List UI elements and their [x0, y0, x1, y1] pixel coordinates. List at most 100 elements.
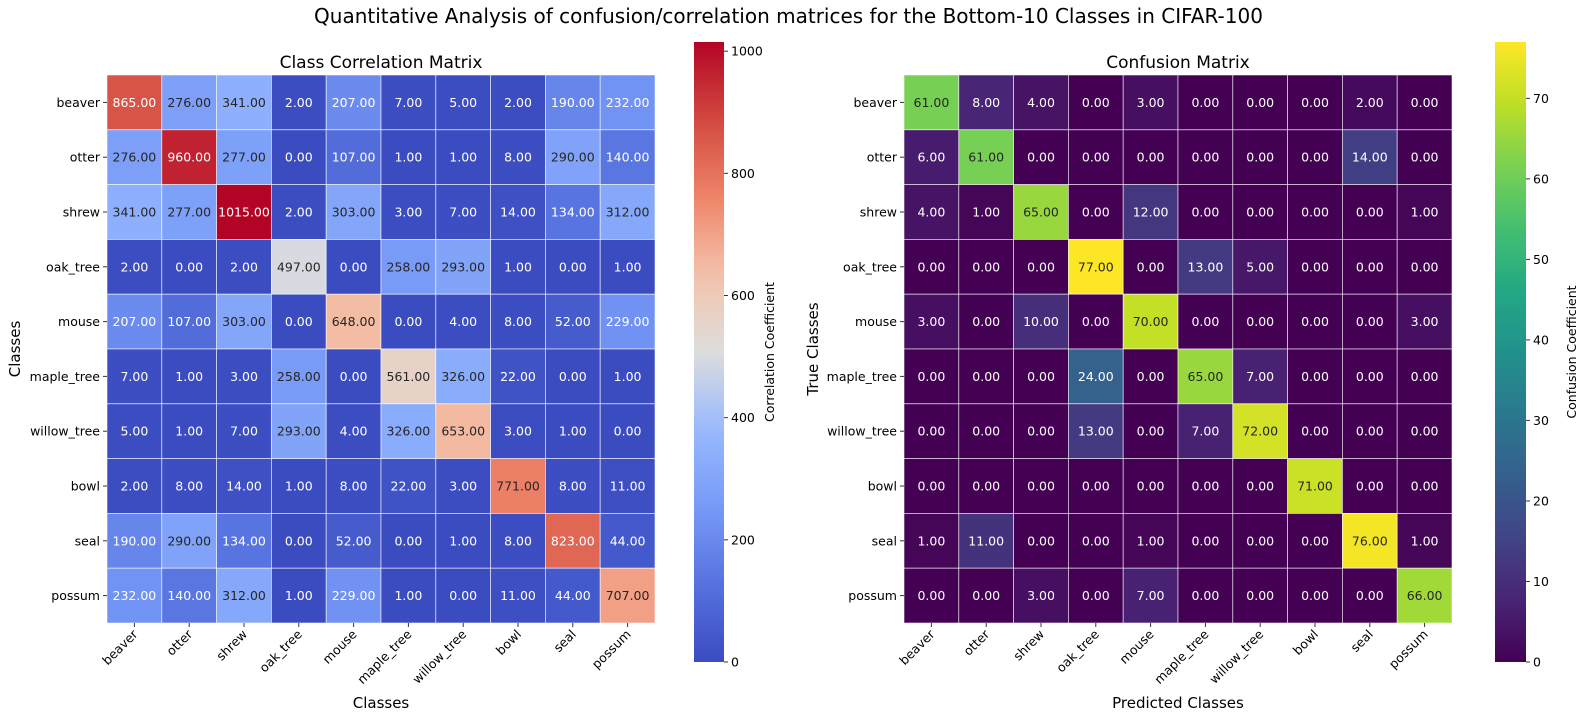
corr-cell-r7-c8	[545, 458, 601, 514]
conf-xtick-label: maple_tree	[1151, 626, 1212, 687]
corr-cell-r0-c6	[435, 74, 491, 131]
conf-cell-label-r2-c2: 65.00	[1023, 205, 1059, 220]
corr-cell-r3-c9	[599, 238, 656, 295]
corr-cell-r4-c4	[325, 293, 382, 350]
corr-cell-label-r0-c9: 232.00	[606, 95, 650, 110]
corr-cell-r6-c3	[270, 403, 327, 459]
conf-cell-label-r6-c8: 0.00	[1356, 424, 1384, 439]
conf-colorbar-tick-label: 20	[1533, 493, 1549, 508]
corr-cell-r1-c2	[216, 129, 272, 186]
corr-cell-label-r4-c1: 107.00	[167, 314, 211, 329]
corr-ytick-label: shrew	[63, 205, 100, 220]
corr-cell-label-r3-c6: 293.00	[441, 259, 485, 274]
conf-cell-label-r0-c1: 8.00	[972, 95, 1000, 110]
corr-cell-r9-c9	[599, 567, 656, 624]
corr-cell-r8-c4	[325, 513, 382, 569]
conf-ytick-label: maple_tree	[827, 369, 898, 384]
corr-xtick-label: willow_tree	[409, 626, 469, 686]
conf-cell-label-r8-c5: 0.00	[1191, 533, 1219, 548]
conf-cell-r8-c2	[1013, 513, 1069, 569]
corr-cell-label-r0-c4: 207.00	[332, 95, 376, 110]
conf-xtick-label: otter	[960, 626, 993, 659]
conf-cell-r9-c5	[1177, 567, 1234, 624]
corr-colorbar-tick-label: 200	[731, 532, 755, 547]
conf-cell-label-r1-c0: 6.00	[917, 150, 945, 165]
conf-cell-label-r0-c3: 0.00	[1082, 95, 1110, 110]
conf-cell-label-r9-c6: 0.00	[1246, 588, 1274, 603]
corr-cell-label-r5-c1: 1.00	[175, 369, 203, 384]
conf-cell-r4-c6	[1232, 293, 1289, 350]
conf-cell-label-r8-c3: 0.00	[1082, 533, 1110, 548]
conf-cell-label-r0-c2: 4.00	[1027, 95, 1055, 110]
corr-cell-label-r8-c8: 823.00	[551, 533, 595, 548]
conf-cell-label-r3-c5: 13.00	[1188, 259, 1224, 274]
conf-cell-r7-c2	[1013, 458, 1069, 514]
conf-colorbar	[1495, 42, 1526, 662]
conf-cell-r2-c6	[1232, 184, 1289, 240]
corr-cell-label-r3-c0: 2.00	[120, 259, 148, 274]
corr-ytick-label: mouse	[58, 314, 100, 329]
conf-cell-r8-c7	[1287, 513, 1343, 569]
conf-cell-label-r8-c1: 11.00	[968, 533, 1004, 548]
corr-cell-label-r6-c9: 0.00	[614, 424, 642, 439]
corr-cell-label-r3-c3: 497.00	[277, 259, 321, 274]
corr-cell-label-r9-c1: 140.00	[167, 588, 211, 603]
corr-cell-label-r4-c6: 4.00	[449, 314, 477, 329]
corr-cell-label-r3-c1: 0.00	[175, 259, 203, 274]
corr-cell-r0-c9	[599, 74, 656, 131]
conf-xtick-label: beaver	[896, 626, 938, 668]
corr-xtick-label: maple_tree	[354, 626, 415, 687]
corr-cell-label-r2-c8: 134.00	[551, 205, 595, 220]
conf-ylabel: True Classes	[804, 302, 822, 396]
conf-cell-label-r2-c0: 4.00	[917, 205, 945, 220]
corr-cell-label-r0-c3: 2.00	[285, 95, 313, 110]
conf-cell-label-r1-c5: 0.00	[1191, 150, 1219, 165]
corr-cell-r9-c5	[380, 567, 437, 624]
corr-cell-r8-c5	[380, 513, 437, 569]
conf-cell-label-r4-c4: 70.00	[1133, 314, 1169, 329]
corr-cell-label-r6-c5: 326.00	[387, 424, 431, 439]
conf-cell-r1-c4	[1122, 129, 1179, 186]
conf-cell-r8-c8	[1342, 513, 1398, 569]
corr-cell-r7-c1	[161, 458, 218, 514]
conf-cell-r1-c6	[1232, 129, 1289, 186]
corr-colorbar-tick-label: 600	[731, 288, 755, 303]
corr-cell-label-r2-c6: 7.00	[449, 205, 477, 220]
conf-cell-r6-c7	[1287, 403, 1343, 459]
conf-cell-r7-c8	[1342, 458, 1398, 514]
conf-cell-label-r2-c7: 0.00	[1301, 205, 1329, 220]
conf-ytick-label: mouse	[855, 314, 897, 329]
corr-cell-r2-c1	[161, 184, 218, 240]
corr-cell-r8-c1	[161, 513, 218, 569]
corr-cell-label-r9-c6: 0.00	[449, 588, 477, 603]
conf-cell-label-r9-c5: 0.00	[1191, 588, 1219, 603]
corr-cell-label-r3-c7: 1.00	[504, 259, 532, 274]
corr-cell-label-r0-c7: 2.00	[504, 95, 532, 110]
conf-cell-r3-c0	[903, 238, 960, 295]
corr-cell-label-r8-c6: 1.00	[449, 533, 477, 548]
conf-cell-label-r6-c5: 7.00	[1191, 424, 1219, 439]
conf-cell-label-r9-c3: 0.00	[1082, 588, 1110, 603]
corr-cell-r7-c7	[490, 458, 546, 514]
corr-colorbar-label: Correlation Coefficient	[762, 282, 777, 422]
conf-cell-label-r7-c5: 0.00	[1191, 479, 1219, 494]
conf-cell-r0-c1	[958, 74, 1014, 131]
corr-cell-r5-c0	[106, 348, 163, 405]
conf-cell-label-r9-c2: 3.00	[1027, 588, 1055, 603]
corr-cell-r9-c0	[106, 567, 163, 624]
conf-ytick-label: possum	[848, 588, 897, 603]
conf-cell-r0-c9	[1396, 74, 1453, 131]
conf-cell-r1-c3	[1068, 129, 1124, 186]
corr-cell-r9-c1	[161, 567, 218, 624]
conf-cell-r4-c4	[1122, 293, 1179, 350]
conf-xtick-label: mouse	[1116, 626, 1156, 666]
conf-cell-label-r9-c7: 0.00	[1301, 588, 1329, 603]
conf-cell-label-r1-c9: 0.00	[1411, 150, 1439, 165]
conf-cell-r4-c7	[1287, 293, 1343, 350]
corr-cell-r6-c2	[216, 403, 272, 459]
corr-colorbar-tick-label: 800	[731, 166, 755, 181]
conf-cell-label-r7-c9: 0.00	[1411, 479, 1439, 494]
corr-cell-label-r5-c0: 7.00	[120, 369, 148, 384]
conf-cell-label-r2-c3: 0.00	[1082, 205, 1110, 220]
corr-cell-r3-c0	[106, 238, 163, 295]
